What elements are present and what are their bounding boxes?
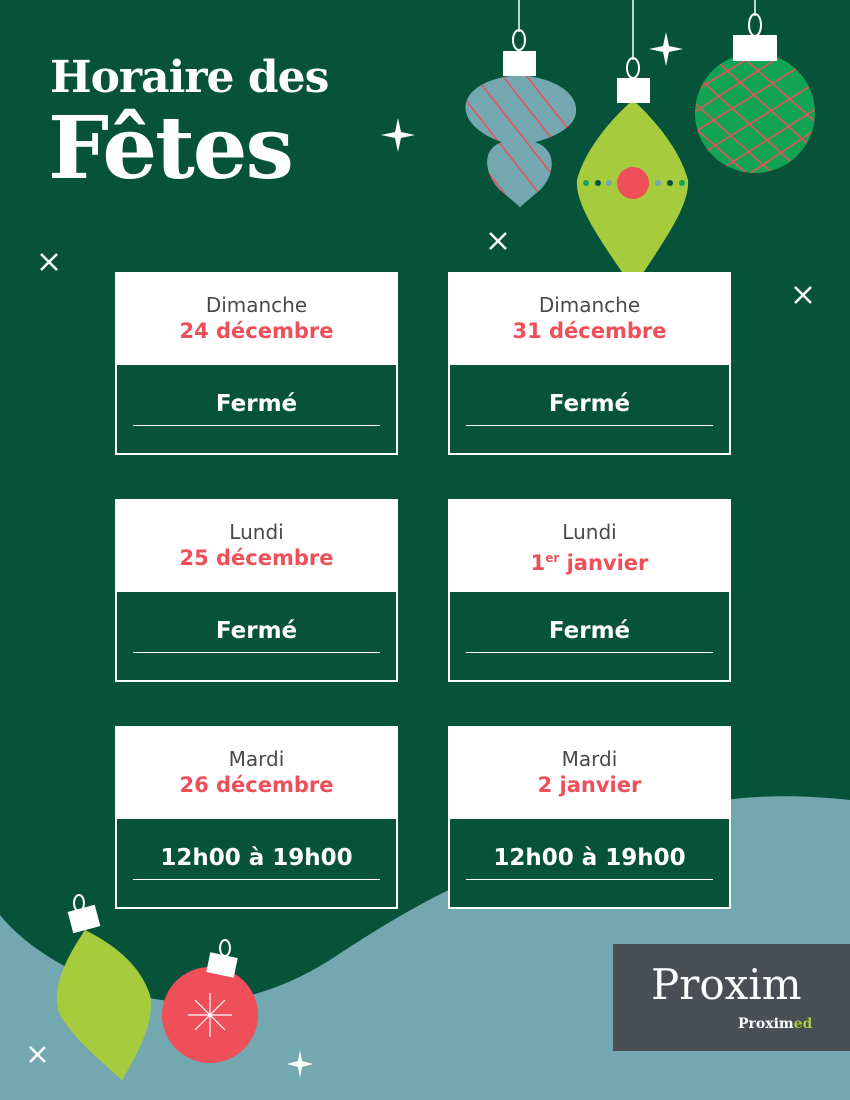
schedule-card: Dimanche 24 décembre Fermé bbox=[115, 272, 398, 455]
date-number: 1 bbox=[530, 551, 546, 575]
hours-label: 12h00 à 19h00 bbox=[133, 845, 380, 880]
day-label: Mardi bbox=[561, 747, 618, 771]
hours-label: Fermé bbox=[466, 618, 713, 653]
logo-main: Proxim bbox=[651, 960, 802, 1009]
day-label: Dimanche bbox=[205, 293, 308, 317]
hours-label: Fermé bbox=[133, 391, 380, 426]
ornament-ball-icon bbox=[695, 13, 815, 173]
hours-label: 12h00 à 19h00 bbox=[466, 845, 713, 880]
schedule-card: Dimanche 31 décembre Fermé bbox=[448, 272, 731, 455]
schedule-card: Lundi 25 décembre Fermé bbox=[115, 499, 398, 682]
date-label: 1er janvier bbox=[450, 543, 729, 578]
schedule-card: Mardi 2 janvier 12h00 à 19h00 bbox=[448, 726, 731, 909]
date-label: 25 décembre bbox=[179, 546, 334, 570]
hours-label: Fermé bbox=[466, 391, 713, 426]
ornament-blue-icon bbox=[465, 29, 577, 207]
date-ordinal: er bbox=[545, 551, 560, 565]
logo-sub-suffix: ed bbox=[793, 1016, 813, 1032]
day-label: Lundi bbox=[229, 520, 284, 544]
day-label: Mardi bbox=[228, 747, 285, 771]
sparkle-icons bbox=[287, 32, 683, 1078]
title-line2: Fêtes bbox=[48, 98, 294, 199]
ornament-lime-icon bbox=[576, 57, 689, 288]
hours-label: Fermé bbox=[133, 618, 380, 653]
logo-sub: Proximed bbox=[738, 1016, 812, 1032]
title-line1: Horaire des bbox=[50, 52, 329, 103]
ornament-bottom-red-icon bbox=[162, 939, 258, 1063]
date-label: 31 décembre bbox=[512, 319, 667, 343]
logo-sub-prefix: Proxim bbox=[738, 1016, 794, 1032]
ornament-bottom-lime-icon bbox=[56, 894, 151, 1080]
date-month: janvier bbox=[559, 551, 649, 575]
schedule-card: Lundi 1er janvier Fermé bbox=[448, 499, 731, 682]
day-label: Lundi bbox=[562, 520, 617, 544]
date-label: 24 décembre bbox=[179, 319, 334, 343]
cross-icons bbox=[29, 232, 812, 1063]
proxim-logo: Proxim Proximed bbox=[613, 944, 850, 1051]
day-label: Dimanche bbox=[538, 293, 641, 317]
schedule-card: Mardi 26 décembre 12h00 à 19h00 bbox=[115, 726, 398, 909]
date-label: 2 janvier bbox=[537, 773, 642, 797]
date-label: 26 décembre bbox=[179, 773, 334, 797]
